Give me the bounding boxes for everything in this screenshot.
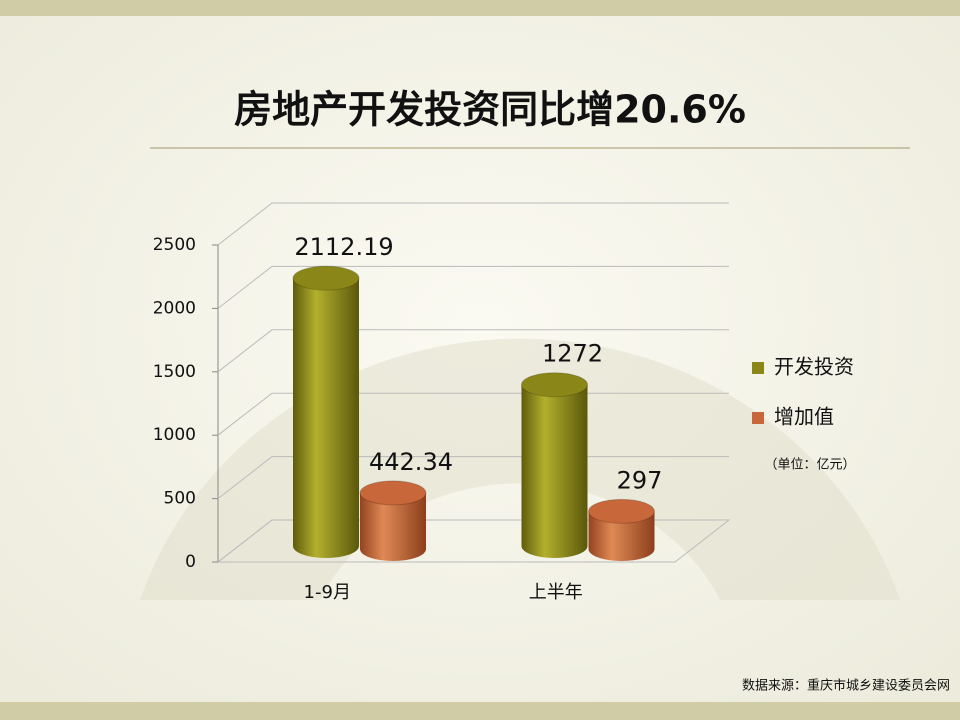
y-tick-label: 0 bbox=[185, 552, 196, 572]
legend-label: 增加值 bbox=[774, 405, 834, 429]
x-tick-label: 1-9月 bbox=[304, 582, 351, 603]
bar-top bbox=[588, 498, 655, 524]
bar-top bbox=[292, 265, 360, 291]
data-label: 297 bbox=[617, 466, 663, 494]
data-label: 442.34 bbox=[369, 448, 453, 476]
bar bbox=[293, 278, 359, 558]
x-tick-label: 上半年 bbox=[529, 582, 583, 603]
bar-top bbox=[521, 372, 588, 398]
y-tick-label: 1500 bbox=[153, 362, 196, 382]
unit-note: （单位：亿元） bbox=[764, 458, 855, 473]
grid-line bbox=[217, 265, 729, 309]
data-label: 2112.19 bbox=[294, 233, 393, 261]
y-tick-label: 2500 bbox=[153, 235, 196, 255]
bottom-band bbox=[0, 702, 960, 720]
legend-label: 开发投资 bbox=[774, 355, 854, 379]
bar bbox=[588, 511, 655, 561]
bar bbox=[360, 492, 426, 561]
chart-title: 房地产开发投资同比增20.6% bbox=[234, 88, 746, 132]
source: 数据来源：重庆市城乡建设委员会网 bbox=[742, 678, 950, 694]
bar bbox=[521, 384, 588, 558]
data-label: 1272 bbox=[542, 340, 603, 368]
top-band bbox=[0, 0, 960, 16]
y-tick-label: 1000 bbox=[153, 425, 196, 445]
grid-line bbox=[217, 329, 729, 373]
legend-swatch bbox=[752, 412, 764, 424]
grid-line bbox=[217, 202, 729, 246]
y-tick-label: 500 bbox=[164, 489, 196, 509]
bar-top bbox=[359, 480, 427, 506]
y-tick-label: 2000 bbox=[153, 298, 196, 318]
legend-swatch bbox=[752, 362, 764, 374]
